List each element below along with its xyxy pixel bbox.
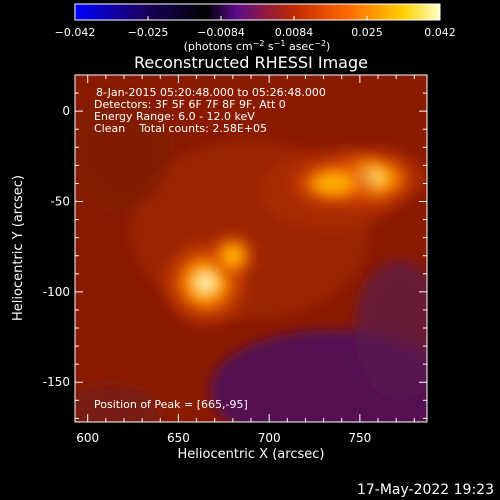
colorbar-tick-label: 0.0084 xyxy=(275,26,314,39)
annotation-clean: Clean Total counts: 2.58E+05 xyxy=(94,122,267,135)
colorbar-tick-label: −0.042 xyxy=(55,26,96,39)
annotation-time-range: 8-Jan-2015 05:20:48.000 to 05:26:48.000 xyxy=(96,86,326,99)
y-axis-ticks: -150 -100 -50 0 xyxy=(43,92,427,419)
annotation-detectors: Detectors: 3F 5F 6F 7F 8F 9F, Att 0 xyxy=(94,98,286,111)
y-tick-label: 0 xyxy=(62,104,70,118)
y-axis-label: Heliocentric Y (arcsec) xyxy=(11,175,26,321)
colorbar xyxy=(74,3,441,21)
y-tick-label: -100 xyxy=(43,285,70,299)
annotation-peak: Position of Peak = [665,-95] xyxy=(94,398,248,411)
colorbar-ticks xyxy=(74,16,441,20)
source-glow xyxy=(314,173,351,194)
annotation-energy: Energy Range: 6.0 - 12.0 keV xyxy=(94,110,255,123)
footer-date: 17-May-2022 19:23 xyxy=(356,482,494,498)
source-glow xyxy=(200,277,211,288)
x-tick-label: 700 xyxy=(258,431,281,445)
colorbar-unit-label: (photons cm−2 s−1 asec−2) xyxy=(184,39,331,53)
x-tick-label: 600 xyxy=(76,431,99,445)
heatmap-image xyxy=(75,75,427,422)
y-tick-label: -50 xyxy=(50,195,70,209)
source-glow xyxy=(222,245,243,266)
x-tick-label: 750 xyxy=(348,431,371,445)
colorbar-tick-label: 0.025 xyxy=(351,26,383,39)
y-tick-label: -150 xyxy=(43,375,70,389)
colorbar-tick-labels: −0.042 −0.025 −0.0084 0.0084 0.025 0.042 xyxy=(55,26,456,39)
emission-sources xyxy=(163,147,424,325)
x-tick-label: 650 xyxy=(167,431,190,445)
chart-title: Reconstructed RHESSI Image xyxy=(134,53,368,72)
colorbar-tick-label: 0.042 xyxy=(424,26,456,39)
colorbar-tick-label: −0.025 xyxy=(128,26,169,39)
x-axis-label: Heliocentric X (arcsec) xyxy=(178,447,325,462)
colorbar-tick-label: −0.0084 xyxy=(197,26,245,39)
x-axis-ticks: 600 650 700 750 xyxy=(76,75,415,445)
